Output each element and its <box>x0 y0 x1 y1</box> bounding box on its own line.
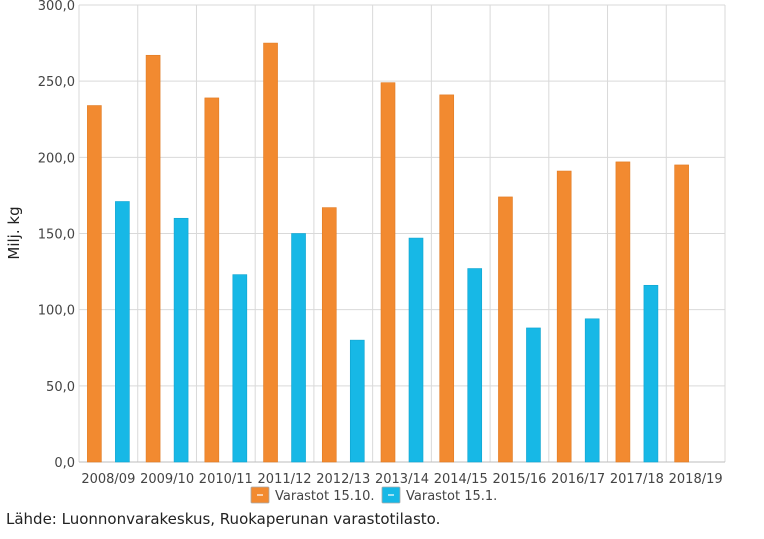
bar-varastot-151[interactable] <box>467 268 483 463</box>
legend-label: Varastot 15.1. <box>406 489 497 504</box>
y-axis-ticks: 0,0 50,0 100,0 150,0 200,0 250,0 300,0 <box>38 0 75 471</box>
x-tick-label: 2008/09 <box>81 472 135 487</box>
y-tick-label: 250,0 <box>38 75 75 90</box>
bar-varastot-151[interactable] <box>584 318 600 463</box>
bar-chart: 0,0 50,0 100,0 150,0 200,0 250,0 300,0 2008/09… <box>5 0 726 504</box>
bar-varastot-1510[interactable] <box>674 164 689 463</box>
y-tick-label: 150,0 <box>38 228 75 243</box>
x-tick-label: 2013/14 <box>375 472 429 487</box>
bar-varastot-1510[interactable] <box>263 42 278 463</box>
legend-item-varastot-151[interactable]: Varastot 15.1. <box>381 486 497 504</box>
y-axis-title: Milj. kg <box>5 206 23 259</box>
x-tick-label: 2014/15 <box>434 472 488 487</box>
x-tick-label: 2016/17 <box>551 472 605 487</box>
y-tick-label: 200,0 <box>38 151 75 166</box>
gridlines <box>78 4 726 463</box>
bar-varastot-1510[interactable] <box>145 54 161 463</box>
bar-varastot-151[interactable] <box>526 327 541 463</box>
bar-varastot-1510[interactable] <box>615 161 631 463</box>
y-tick-label: 0,0 <box>54 456 75 471</box>
bar-varastot-151[interactable] <box>173 217 189 463</box>
bar-varastot-151[interactable] <box>291 233 306 463</box>
x-tick-label: 2015/16 <box>492 472 546 487</box>
bar-varastot-1510[interactable] <box>321 207 337 463</box>
bar-varastot-1510[interactable] <box>380 82 396 463</box>
x-tick-label: 2018/19 <box>669 472 723 487</box>
bar-varastot-1510[interactable] <box>439 94 455 463</box>
bar-varastot-1510[interactable] <box>556 170 572 463</box>
legend[interactable]: Varastot 15.10. Varastot 15.1. <box>250 486 497 504</box>
y-tick-label: 50,0 <box>46 380 75 395</box>
x-tick-label: 2012/13 <box>316 472 370 487</box>
legend-item-varastot-1510[interactable]: Varastot 15.10. <box>250 486 375 504</box>
bar-varastot-1510[interactable] <box>87 105 102 463</box>
bar-varastot-151[interactable] <box>643 284 659 463</box>
x-tick-label: 2010/11 <box>199 472 253 487</box>
x-tick-label: 2017/18 <box>610 472 664 487</box>
y-tick-label: 100,0 <box>38 304 75 319</box>
bars <box>87 42 689 463</box>
legend-label: Varastot 15.10. <box>275 489 375 504</box>
bar-varastot-151[interactable] <box>408 237 424 463</box>
source-note: Lähde: Luonnonvarakeskus, Ruokaperunan v… <box>6 510 441 528</box>
bar-varastot-1510[interactable] <box>204 97 220 463</box>
bar-varastot-1510[interactable] <box>498 196 513 463</box>
bar-varastot-151[interactable] <box>349 339 365 463</box>
bar-varastot-151[interactable] <box>115 201 130 463</box>
y-tick-label: 300,0 <box>38 0 75 14</box>
x-tick-label: 2009/10 <box>140 472 194 487</box>
x-tick-label: 2011/12 <box>258 472 312 487</box>
x-axis-ticks: 2008/09 2009/10 2010/11 2011/12 2012/13 2013/… <box>81 472 722 487</box>
bar-varastot-151[interactable] <box>232 274 248 463</box>
